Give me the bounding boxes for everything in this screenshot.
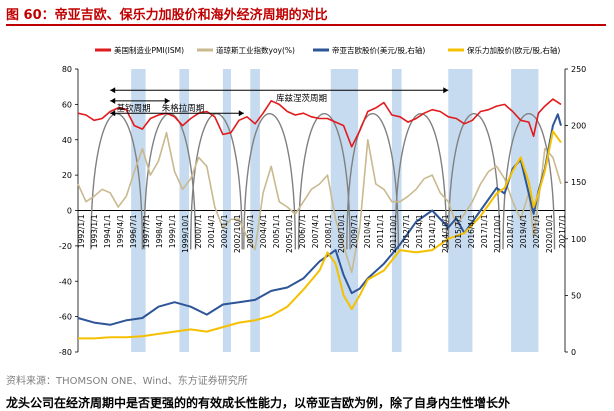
right-axis-tick-label: 50	[571, 291, 581, 300]
x-axis-tick-label: 2016/4/1	[467, 214, 476, 248]
x-axis-tick-label: 2015/7/1	[454, 214, 463, 248]
x-axis-tick-label: 2017/1/1	[480, 214, 489, 248]
left-axis-tick-label: -60	[59, 313, 72, 322]
left-axis-tick-label: -20	[59, 242, 72, 251]
x-axis-tick-label: 2007/4/1	[311, 214, 320, 248]
x-axis-tick-label: 2017/10/1	[493, 214, 502, 253]
x-axis-tick-label: 1998/4/1	[155, 214, 164, 248]
legend-label-3: 保乐力加股价(欧元/股,右轴)	[467, 45, 560, 55]
left-axis-tick-label: 20	[62, 171, 72, 180]
bottom-text: 龙头公司在经济周期中是否更强的的有效成长性能力，以帝亚吉欧为例，除了自身内生性增…	[6, 396, 511, 410]
series-line-0	[77, 98, 562, 148]
cycle-arch-7	[447, 113, 501, 250]
right-axis-tick-label: 200	[571, 122, 586, 131]
cycle-arch-2	[189, 113, 243, 250]
series-line-2	[77, 113, 562, 326]
x-axis-tick-label: 1995/4/1	[116, 214, 125, 248]
x-axis-tick-label: 2002/10/1	[233, 214, 242, 253]
cycle-arch-5	[346, 113, 400, 250]
x-axis-tick-label: 1992/1/1	[77, 214, 86, 248]
x-axis-tick-label: 2008/1/1	[324, 214, 333, 248]
left-axis-tick-label: -80	[59, 348, 72, 357]
series-line-1	[77, 131, 562, 274]
x-axis-tick-label: 2011/1/1	[376, 214, 385, 248]
cycle-arrow-head-right-1	[238, 110, 244, 117]
left-axis-tick-label: 80	[62, 65, 72, 74]
series-line-3	[78, 130, 562, 340]
right-axis-tick-label: 100	[571, 235, 586, 244]
legend-label-2: 帝亚吉欧股价(美元/股,右轴)	[332, 45, 425, 55]
x-axis-tick-label: 2014/10/1	[441, 214, 450, 253]
x-axis-tick-label: 2001/4/1	[207, 214, 216, 248]
x-axis-tick-label: 2004/4/1	[259, 214, 268, 248]
x-axis-tick-label: 1999/10/1	[181, 214, 190, 253]
cycle-arch-0	[90, 113, 144, 250]
x-axis-tick-label: 2002/1/1	[220, 214, 229, 248]
left-axis-tick-label: 40	[62, 136, 72, 145]
x-axis-tick-label: 2010/4/1	[363, 214, 372, 248]
cycle-arch-4	[297, 113, 351, 250]
cycle-arrow-head-left-2	[110, 87, 116, 94]
source-note: 资料来源：THOMSON ONE、Wind、东方证券研究所	[6, 376, 248, 387]
x-axis-tick-label: 2006/7/1	[298, 214, 307, 248]
cycle-arrow-head-left-1	[110, 110, 116, 117]
x-axis-tick-label: 2011/10/1	[389, 214, 398, 253]
x-axis-tick-label: 1994/1/1	[103, 214, 112, 248]
x-axis-tick-label: 1993/1/1	[90, 214, 99, 248]
legend-label-1: 道琼斯工业指数yoy(%)	[216, 45, 295, 55]
x-axis-tick-label: 1997/7/1	[142, 214, 151, 248]
legend-label-0: 美国制造业PMI(ISM)	[114, 45, 184, 55]
x-axis-tick-label: 2019/4/1	[519, 214, 528, 248]
cycle-arrow-head-right-2	[443, 87, 449, 94]
x-axis-tick-label: 2012/7/1	[402, 214, 411, 248]
x-axis-tick-label: 2018/7/1	[506, 214, 515, 248]
x-axis-tick-label: 1999/1/1	[168, 214, 177, 248]
left-axis-tick-label: 60	[62, 100, 72, 109]
x-axis-tick-label: 2020/10/1	[545, 214, 554, 253]
x-axis-tick-label: 2005/10/1	[285, 214, 294, 253]
x-axis-tick-label: 2000/7/1	[194, 214, 203, 248]
x-axis-tick-label: 2009/7/1	[350, 214, 359, 248]
x-axis-tick-label: 2014/1/1	[428, 214, 437, 248]
x-axis-tick-label: 2003/7/1	[246, 214, 255, 248]
x-axis-tick-label: 1996/7/1	[129, 214, 138, 248]
x-axis-tick-label: 2013/4/1	[415, 214, 424, 248]
title-rule	[6, 24, 606, 26]
chart: -80 -60 -40 -20 0 20 40 60 80 0 50 100 150 200 250 1992…	[59, 45, 586, 357]
cycle-arrow-head-right-0	[164, 97, 170, 104]
left-axis-tick-label: -40	[59, 277, 72, 286]
cycle-arch-3	[243, 113, 297, 250]
left-axis-tick-label: 0	[67, 207, 72, 216]
cycle-label-2: 库兹涅茨周期	[276, 93, 327, 104]
x-axis-tick-label: 2020/1/1	[532, 214, 541, 248]
right-axis-tick-label: 150	[571, 178, 586, 187]
cycle-label-1: 朱格拉周期	[162, 103, 205, 114]
right-axis-tick-label: 250	[571, 65, 586, 74]
figure-title: 图 60：帝亚吉欧、保乐力加股价和海外经济周期的对比	[6, 8, 328, 23]
cycle-label-0: 基钦周期	[117, 103, 151, 114]
right-axis-tick-label: 0	[571, 348, 576, 357]
x-axis-tick-label: 2005/1/1	[272, 214, 281, 248]
x-axis-tick-label: 2008/10/1	[337, 214, 346, 253]
cycle-arch-6	[394, 113, 448, 250]
x-axis-tick-label: 2021/7/1	[558, 214, 567, 248]
cycle-arrow-head-left-0	[110, 97, 116, 104]
